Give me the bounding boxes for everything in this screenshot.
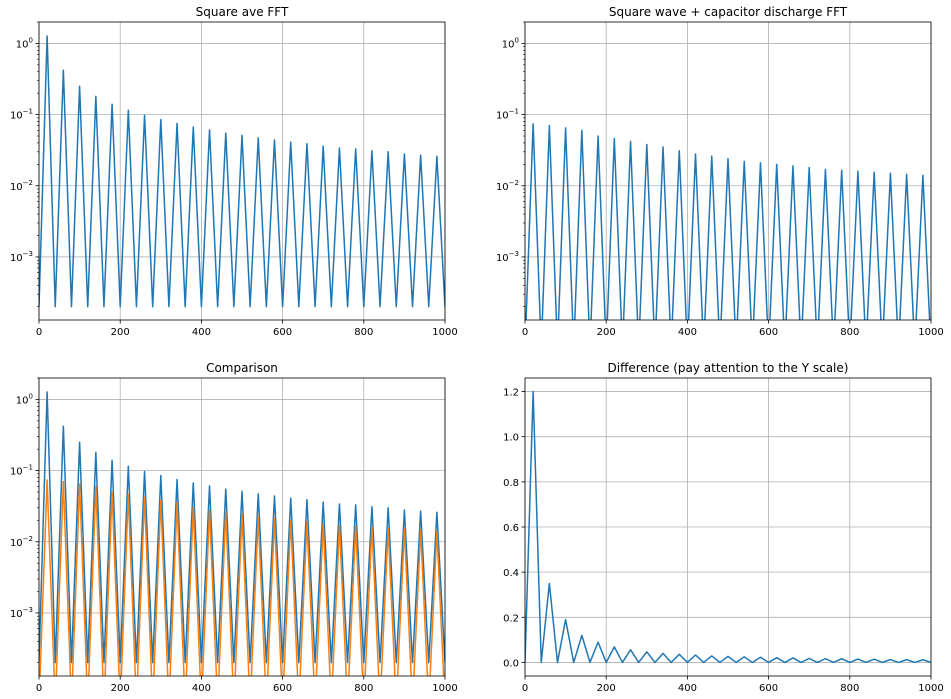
x-tick-label: 200 (111, 327, 130, 338)
y-tick-label: 100 (502, 36, 519, 50)
y-tick-exponent: 0 (29, 392, 33, 400)
x-tick-label: 600 (273, 683, 292, 694)
x-tick-label: 200 (597, 683, 616, 694)
axes-frame (38, 377, 446, 677)
series-line-1 (525, 390, 931, 664)
x-tick-label: 1000 (918, 327, 943, 338)
subplot-4: 0 200 400 600 800 1000 0.0 0.2 0.4 0.6 0.8 1.0 1.2 Di… (503, 361, 944, 694)
y-tick-exponent: 0 (29, 36, 33, 44)
series-line-1 (525, 123, 931, 320)
y-tick-base: 10 (10, 467, 23, 478)
y-tick-base: 10 (16, 395, 29, 406)
x-tick-label: 200 (111, 683, 130, 694)
y-tick-exponent: −2 (23, 535, 33, 543)
x-tick-label: 800 (840, 327, 859, 338)
series-line-1 (39, 391, 445, 664)
subplot-title: Comparison (206, 361, 278, 375)
y-tick-label: 100 (16, 392, 33, 406)
y-tick-exponent: −3 (509, 250, 519, 258)
subplot-title: Square wave + capacitor discharge FFT (609, 5, 848, 19)
y-tick-label: 10−2 (496, 179, 519, 193)
x-tick-label: 400 (192, 683, 211, 694)
y-tick-label: 10−3 (10, 250, 33, 264)
y-tick-base: 10 (496, 253, 509, 264)
y-tick-label: 0.6 (503, 523, 519, 534)
x-tick-label: 0 (522, 327, 528, 338)
y-tick-exponent: −1 (23, 108, 33, 116)
y-tick-base: 10 (10, 111, 23, 122)
y-tick-label: 10−2 (10, 179, 33, 193)
y-tick-label: 10−3 (496, 250, 519, 264)
y-tick-label: 10−1 (10, 108, 33, 122)
y-tick-label: 10−1 (496, 108, 519, 122)
x-tick-label: 0 (36, 683, 42, 694)
y-tick-exponent: −1 (23, 464, 33, 472)
y-tick-base: 10 (502, 39, 515, 50)
y-tick-label: 10−1 (10, 464, 33, 478)
series-line-1 (39, 35, 445, 308)
y-tick-exponent: −1 (509, 108, 519, 116)
subplot-title: Square ave FFT (196, 5, 289, 19)
x-tick-label: 800 (354, 683, 373, 694)
y-tick-label: 0.2 (503, 613, 519, 624)
x-tick-label: 1000 (432, 683, 457, 694)
y-tick-label: 1.0 (503, 433, 519, 444)
y-tick-exponent: −3 (23, 250, 33, 258)
y-tick-exponent: 0 (515, 36, 519, 44)
y-tick-exponent: −2 (23, 179, 33, 187)
y-tick-base: 10 (10, 609, 23, 620)
x-tick-label: 0 (522, 683, 528, 694)
x-tick-label: 400 (678, 327, 697, 338)
y-tick-base: 10 (16, 39, 29, 50)
axes-frame (524, 377, 932, 677)
x-tick-label: 0 (36, 327, 42, 338)
y-tick-base: 10 (496, 182, 509, 193)
x-tick-label: 600 (759, 683, 778, 694)
y-tick-base: 10 (496, 111, 509, 122)
y-tick-base: 10 (10, 538, 23, 549)
x-tick-label: 200 (597, 327, 616, 338)
y-tick-exponent: −3 (23, 606, 33, 614)
y-tick-label: 10−3 (10, 606, 33, 620)
x-tick-label: 400 (192, 327, 211, 338)
x-tick-label: 1000 (432, 327, 457, 338)
y-tick-base: 10 (10, 182, 23, 193)
series-line-2 (39, 479, 445, 676)
subplot-3: 0 200 400 600 800 100010010−110−210−3Comparis… (10, 361, 458, 694)
x-tick-label: 400 (678, 683, 697, 694)
y-tick-exponent: −2 (509, 179, 519, 187)
y-tick-base: 10 (10, 253, 23, 264)
axes-frame (524, 21, 932, 321)
x-tick-label: 800 (354, 327, 373, 338)
x-tick-label: 800 (840, 683, 859, 694)
y-tick-label: 0.4 (503, 568, 519, 579)
x-tick-label: 600 (759, 327, 778, 338)
x-tick-label: 1000 (918, 683, 943, 694)
y-tick-label: 100 (16, 36, 33, 50)
y-tick-label: 10−2 (10, 535, 33, 549)
subplot-title: Difference (pay attention to the Y scale… (608, 361, 849, 375)
y-tick-label: 0.8 (503, 478, 519, 489)
y-tick-label: 0.0 (503, 658, 519, 669)
y-tick-label: 1.2 (503, 388, 519, 399)
axes-frame (38, 21, 446, 321)
x-tick-label: 600 (273, 327, 292, 338)
